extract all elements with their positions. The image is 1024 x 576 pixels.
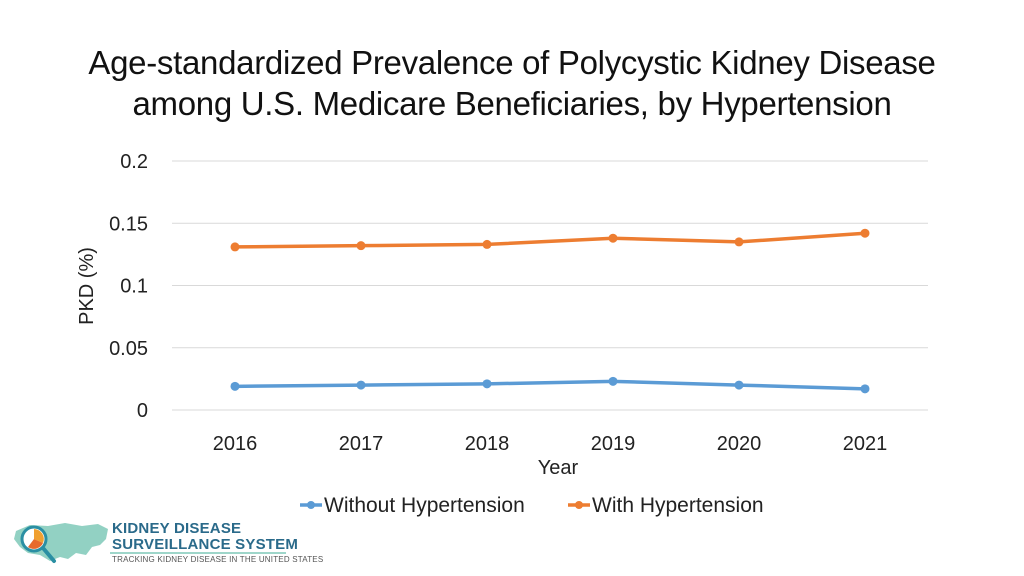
logo-tagline: TRACKING KIDNEY DISEASE IN THE UNITED ST… xyxy=(112,555,324,564)
data-point xyxy=(356,241,366,251)
logo-name-line-1: KIDNEY DISEASE xyxy=(112,520,242,537)
legend-item: Without Hypertension xyxy=(300,494,525,517)
data-point xyxy=(482,239,492,249)
chart-title-line-1: Age-standardized Prevalence of Polycysti… xyxy=(88,44,936,81)
x-axis-title: Year xyxy=(538,457,579,479)
x-tick-label: 2020 xyxy=(717,433,762,455)
data-point xyxy=(482,379,492,389)
gridlines xyxy=(172,160,928,411)
legend-swatch-marker xyxy=(307,501,315,509)
y-tick-label: 0.05 xyxy=(109,338,148,360)
series-without-hypertension xyxy=(230,376,870,394)
y-tick-label: 0.15 xyxy=(109,213,148,235)
data-point xyxy=(734,380,744,390)
legend-item: With Hypertension xyxy=(568,494,764,517)
x-tick-label: 2018 xyxy=(465,433,510,455)
y-tick-label: 0.2 xyxy=(120,151,148,173)
x-axis-ticks: 2016 2017 2018 2019 2020 2021 xyxy=(213,433,888,455)
logo-name-line-2: SURVEILLANCE SYSTEM xyxy=(112,536,299,553)
data-point xyxy=(230,242,240,252)
legend-swatch-marker xyxy=(575,501,583,509)
x-tick-label: 2021 xyxy=(843,433,888,455)
chart-title-line-2: among U.S. Medicare Beneficiaries, by Hy… xyxy=(132,85,892,122)
data-point xyxy=(734,237,744,247)
data-point xyxy=(608,233,618,243)
data-series xyxy=(230,228,870,394)
data-point xyxy=(860,384,870,394)
data-point xyxy=(860,228,870,238)
y-axis-ticks: 0 0.05 0.1 0.15 0.2 xyxy=(109,151,148,422)
data-point xyxy=(230,381,240,391)
series-line xyxy=(233,379,867,391)
series-with-hypertension xyxy=(230,228,870,252)
chart-title: Age-standardized Prevalence of Polycysti… xyxy=(0,42,1024,124)
x-tick-label: 2017 xyxy=(339,433,384,455)
kidney-disease-surveillance-logo xyxy=(14,523,286,563)
legend-label: Without Hypertension xyxy=(324,494,525,517)
y-axis-title: PKD (%) xyxy=(76,247,98,325)
y-tick-label: 0.1 xyxy=(120,276,148,298)
data-point xyxy=(356,380,366,390)
data-point xyxy=(608,376,618,386)
x-tick-label: 2019 xyxy=(591,433,636,455)
x-tick-label: 2016 xyxy=(213,433,258,455)
legend: Without Hypertension With Hypertension xyxy=(300,494,764,517)
y-tick-label: 0 xyxy=(137,400,148,422)
legend-label: With Hypertension xyxy=(592,494,764,517)
series-line xyxy=(233,231,867,249)
